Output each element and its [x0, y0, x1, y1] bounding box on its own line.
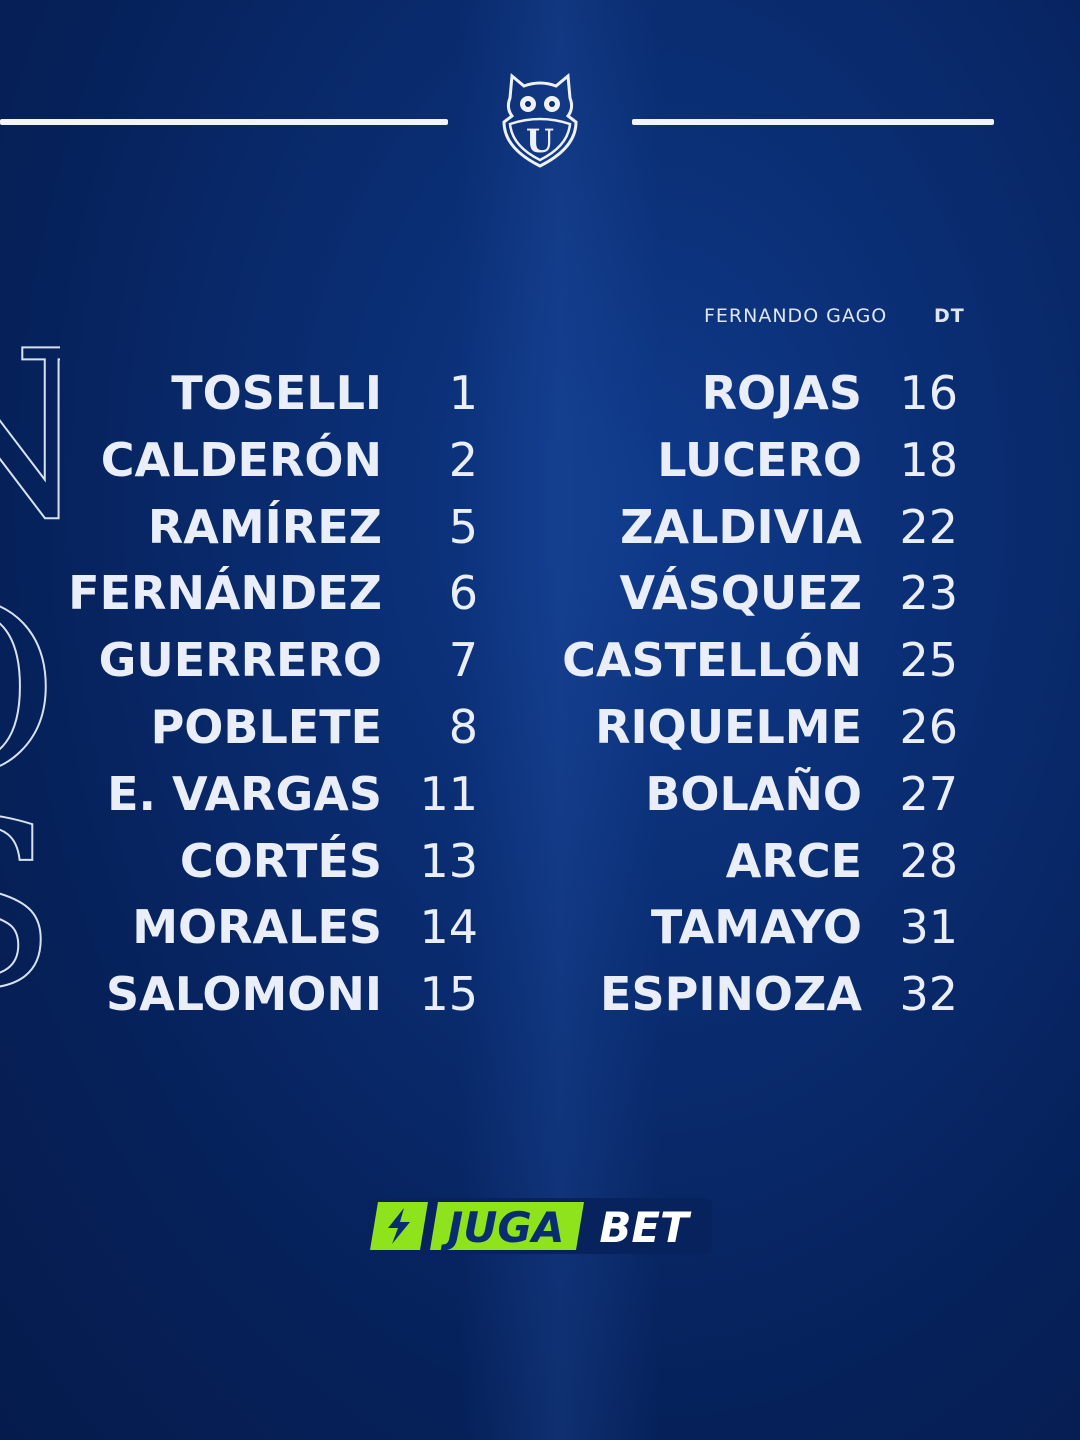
player-name: RIQUELME [595, 700, 862, 754]
player-name: RAMÍREZ [147, 499, 382, 554]
player-number: 11 [419, 766, 478, 821]
player-row: TOSELLI 1 [0, 363, 478, 423]
player-name: E. VARGAS [107, 766, 382, 821]
player-name: TOSELLI [171, 366, 382, 420]
player-number: 26 [899, 700, 958, 754]
player-name: POBLETE [150, 700, 382, 754]
player-name: GUERRERO [98, 633, 382, 688]
player-name: CASTELLÓN [562, 633, 862, 688]
svg-text:O: O [0, 558, 59, 825]
player-name: ARCE [725, 833, 862, 888]
player-row: RIQUELME 26 [0, 697, 958, 757]
player-row: MORALES 14 [0, 897, 478, 957]
player-row: CALDERÓN 2 [0, 430, 478, 490]
player-row: E. VARGAS 11 [0, 764, 478, 824]
player-row: TAMAYO 31 [0, 897, 958, 957]
player-name: ZALDIVIA [620, 499, 862, 554]
player-number: 13 [419, 833, 478, 888]
svg-text:S: S [0, 773, 58, 1000]
coach-role: DT [934, 305, 965, 327]
player-row: VÁSQUEZ 23 [0, 563, 958, 623]
player-number: 7 [448, 633, 478, 688]
player-name: LUCERO [657, 432, 862, 487]
player-number: 22 [899, 499, 958, 554]
player-row: ESPINOZA 32 [0, 964, 958, 1024]
svg-text:N: N [0, 320, 60, 570]
player-row: RAMÍREZ 5 [0, 497, 478, 557]
player-name: ESPINOZA [600, 967, 862, 1022]
player-number: 2 [448, 432, 478, 487]
player-row: FERNÁNDEZ 6 [0, 563, 478, 623]
club-crest-owl-logo: U [502, 73, 578, 168]
player-name: SALOMONI [106, 967, 382, 1022]
player-name: CALDERÓN [100, 432, 382, 487]
player-row: POBLETE 8 [0, 697, 478, 757]
player-number: 28 [899, 833, 958, 888]
player-name: TAMAYO [650, 900, 862, 955]
player-name: VÁSQUEZ [619, 566, 862, 621]
player-number: 6 [448, 566, 478, 621]
player-row: LUCERO 18 [0, 430, 958, 490]
player-number: 1 [448, 366, 478, 420]
player-row: ZALDIVIA 22 [0, 497, 958, 557]
background-outline-letters: N O S [0, 320, 60, 1000]
lightning-bolt-icon [388, 1208, 410, 1244]
player-name: ROJAS [701, 366, 862, 420]
sponsor-jugabet-logo: JUGA BET [368, 1198, 712, 1254]
player-row: CORTÉS 13 [0, 831, 478, 891]
header-divider-left [0, 119, 448, 125]
coach-name: FERNANDO GAGO [704, 305, 888, 327]
player-number: 14 [419, 900, 478, 955]
player-number: 27 [899, 766, 958, 821]
player-name: CORTÉS [179, 833, 382, 888]
player-number: 15 [419, 967, 478, 1022]
svg-text:U: U [526, 122, 554, 160]
player-name: MORALES [132, 900, 382, 955]
player-number: 8 [448, 700, 478, 754]
player-name: BOLAÑO [645, 766, 862, 821]
player-row: CASTELLÓN 25 [0, 630, 958, 690]
svg-text:JUGA: JUGA [441, 1203, 565, 1252]
svg-text:BET: BET [599, 1203, 692, 1252]
player-number: 16 [899, 366, 958, 420]
player-number: 32 [899, 967, 958, 1022]
player-row: GUERRERO 7 [0, 630, 478, 690]
player-name: FERNÁNDEZ [68, 566, 382, 621]
header-divider-right [632, 119, 994, 125]
player-row: BOLAÑO 27 [0, 764, 958, 824]
player-row: ARCE 28 [0, 831, 958, 891]
player-number: 25 [899, 633, 958, 688]
player-number: 23 [899, 566, 958, 621]
player-number: 5 [448, 499, 478, 554]
player-row: ROJAS 16 [0, 363, 958, 423]
player-number: 31 [899, 900, 958, 955]
player-row: SALOMONI 15 [0, 964, 478, 1024]
player-number: 18 [899, 432, 958, 487]
